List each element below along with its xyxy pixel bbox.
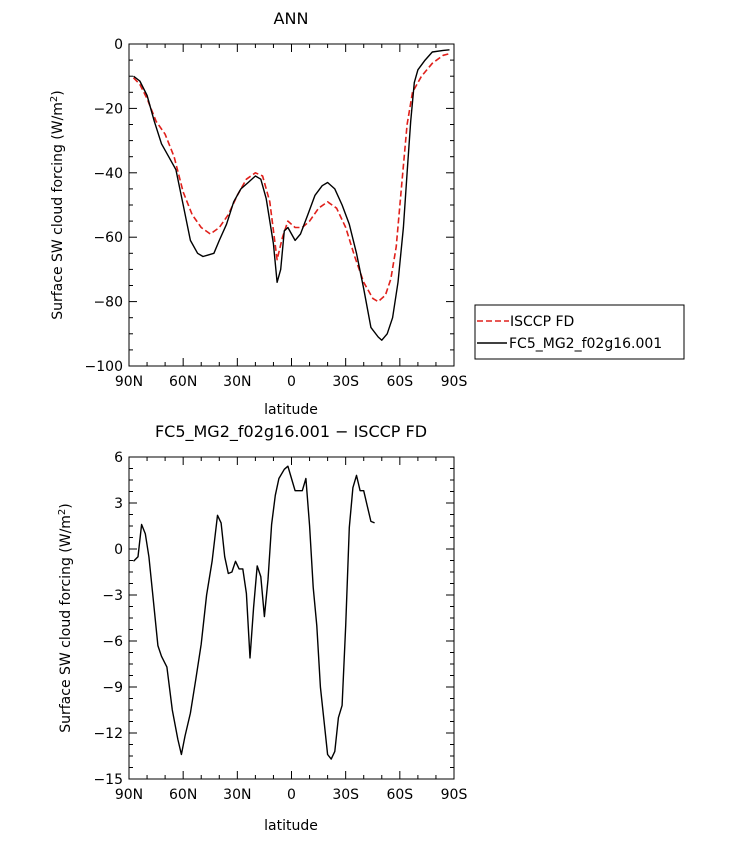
x-tick-label: 90S [441,787,468,803]
x-tick-label: 60S [386,787,413,803]
x-tick-label: 0 [287,787,296,803]
x-tick-label: 30N [223,787,251,803]
panel-difference: FC5_MG2_f02g16.001 − ISCCP FD 90N 60N 30N 0… [57,422,468,834]
y-tick-label: −80 [93,295,123,311]
x-tick-label: 30N [223,374,251,390]
y-tick-label: −3 [102,588,123,604]
y-tick-label: 3 [114,496,123,512]
x-tick-label: 30S [332,374,359,390]
y-tick-label: 6 [114,450,123,466]
panel-annual-title: ANN [274,9,309,28]
panel-annual-ticks: 90N 60N 30N 0 30S 60S 90S −100 −80 −60 −40 −20 0 [85,37,468,390]
panel-annual-ylabel: Surface SW cloud forcing (W/m2) [49,90,67,320]
series-line-annual-isccp-fd [132,52,450,303]
x-tick-label: 90S [441,374,468,390]
y-tick-label: 0 [114,37,123,53]
y-tick-label: −6 [102,634,123,650]
y-tick-label: 0 [114,542,123,558]
legend-label-isccp: ISCCP FD [510,314,574,330]
panel-annual-xlabel: latitude [264,402,318,418]
y-tick-label: −15 [93,772,123,788]
legend: ISCCP FD FC5_MG2_f02g16.001 [474,304,685,360]
panel-difference-frame [128,456,455,780]
legend-box [474,304,685,360]
y-tick-label: −60 [93,230,123,246]
y-tick-label: −20 [93,101,123,117]
y-tick-label: −40 [93,166,123,182]
x-tick-label: 90N [115,374,143,390]
x-tick-label: 0 [287,374,296,390]
panel-difference-ylabel: Surface SW cloud forcing (W/m2) [57,503,75,733]
x-tick-label: 30S [332,787,359,803]
panel-difference-series [132,465,375,760]
y-tick-label: −9 [102,680,123,696]
series-line-difference-difference [132,465,375,760]
panel-difference-title: FC5_MG2_f02g16.001 − ISCCP FD [155,422,427,442]
x-tick-label: 90N [115,787,143,803]
y-tick-label: −100 [85,359,123,375]
panel-annual-series [132,49,450,341]
x-tick-label: 60N [169,787,197,803]
x-tick-label: 60N [169,374,197,390]
x-tick-label: 60S [386,374,413,390]
series-line-annual-fc5-mg2-f02g16-001 [133,49,450,341]
panel-difference-xlabel: latitude [264,818,318,834]
panel-annual: ANN 90N 60N 30N 0 30S 60S 90S −100 −80 −60 −40 −20 0… [49,9,468,418]
y-tick-label: −12 [93,726,123,742]
panel-difference-ticks: 90N 60N 30N 0 30S 60S 90S −15 −12 −9 −6 −3 0 3 6 [93,450,467,803]
legend-label-model: FC5_MG2_f02g16.001 [509,336,662,352]
